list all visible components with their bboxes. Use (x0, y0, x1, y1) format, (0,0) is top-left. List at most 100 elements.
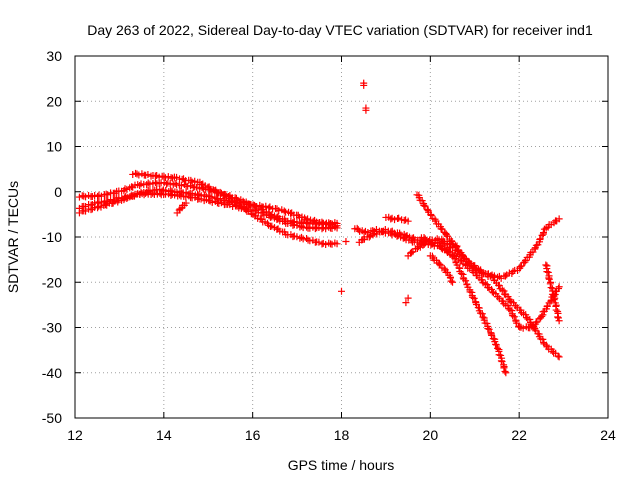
chart-title: Day 263 of 2022, Sidereal Day-to-day VTE… (87, 22, 593, 38)
data-point (408, 248, 416, 256)
series-track-k (417, 233, 563, 332)
data-point (360, 81, 368, 89)
y-tick-label: -30 (42, 320, 62, 336)
data-point (497, 357, 505, 365)
data-point (554, 352, 562, 360)
data-point (492, 341, 500, 349)
y-axis-label: SDTVAR / TECUs (5, 181, 21, 293)
data-point (484, 325, 492, 333)
data-point (171, 180, 179, 188)
data-point (381, 225, 389, 233)
data-point (446, 243, 454, 251)
data-point (102, 190, 110, 198)
data-point (498, 286, 506, 294)
data-point (538, 312, 546, 320)
data-point (391, 216, 399, 224)
data-point (547, 284, 555, 292)
x-tick-label: 24 (600, 427, 616, 443)
data-point (529, 321, 537, 329)
data-point (80, 192, 88, 200)
x-tick-label: 16 (245, 427, 261, 443)
data-point (146, 187, 154, 195)
data-point (555, 317, 563, 325)
data-point (502, 369, 510, 377)
data-point (87, 206, 95, 214)
data-point (177, 182, 185, 190)
data-point (325, 239, 333, 247)
data-point (543, 302, 551, 310)
series-track-h (382, 213, 412, 225)
data-point (545, 275, 553, 283)
data-point (543, 268, 551, 276)
data-point (303, 223, 311, 231)
data-point (554, 313, 562, 321)
data-point (469, 293, 477, 301)
data-point (328, 221, 336, 229)
y-tick-label: 0 (54, 184, 62, 200)
data-point (442, 231, 450, 239)
data-point (448, 237, 456, 245)
data-point (550, 296, 558, 304)
data-point (397, 231, 405, 239)
data-point (273, 205, 281, 213)
y-tick-label: -50 (42, 410, 62, 426)
data-point (494, 344, 502, 352)
series-track-d (129, 169, 341, 230)
data-point (262, 202, 270, 210)
data-point (539, 335, 547, 343)
series-track-e (173, 199, 190, 217)
data-point (454, 247, 462, 255)
x-tick-label: 22 (511, 427, 527, 443)
data-point (542, 341, 550, 349)
data-point (479, 313, 487, 321)
data-point (510, 313, 518, 321)
x-tick-label: 14 (156, 427, 172, 443)
data-point (94, 204, 102, 212)
data-point (265, 204, 273, 212)
data-point (462, 277, 470, 285)
data-point (280, 207, 288, 215)
data-point (144, 170, 152, 178)
data-point (322, 241, 330, 249)
axis-ticks (74, 55, 609, 419)
data-point (333, 240, 341, 248)
series-track-n (542, 261, 563, 325)
data-point (555, 215, 563, 223)
data-point (155, 173, 163, 181)
data-point (182, 199, 190, 207)
data-point (191, 177, 199, 185)
data-point (395, 214, 403, 222)
data-point (447, 277, 455, 285)
data-point (485, 325, 493, 333)
data-point (309, 217, 317, 225)
data-point (404, 217, 412, 225)
data-point (488, 331, 496, 339)
data-point (180, 181, 188, 189)
x-tick-label: 18 (334, 427, 350, 443)
data-point (146, 180, 154, 188)
data-point (293, 221, 301, 229)
data-markers (75, 79, 563, 377)
data-point (516, 263, 524, 271)
data-point (501, 272, 509, 280)
data-point (504, 302, 512, 310)
x-tick-labels: 12 14 16 18 20 22 24 (67, 427, 616, 443)
grid-lines (75, 56, 608, 418)
data-point (322, 225, 330, 233)
x-axis-label: GPS time / hours (288, 457, 395, 473)
data-point (509, 312, 517, 320)
data-point (365, 233, 373, 241)
data-point (495, 282, 503, 290)
y-tick-label: 10 (46, 139, 62, 155)
data-point (197, 192, 205, 200)
data-point (428, 238, 436, 246)
data-point (548, 290, 556, 298)
data-point (552, 306, 560, 314)
data-point (266, 213, 274, 221)
data-point (555, 353, 563, 361)
data-point (555, 283, 563, 291)
data-point (522, 311, 530, 319)
data-point (457, 270, 465, 278)
data-point (509, 267, 517, 275)
